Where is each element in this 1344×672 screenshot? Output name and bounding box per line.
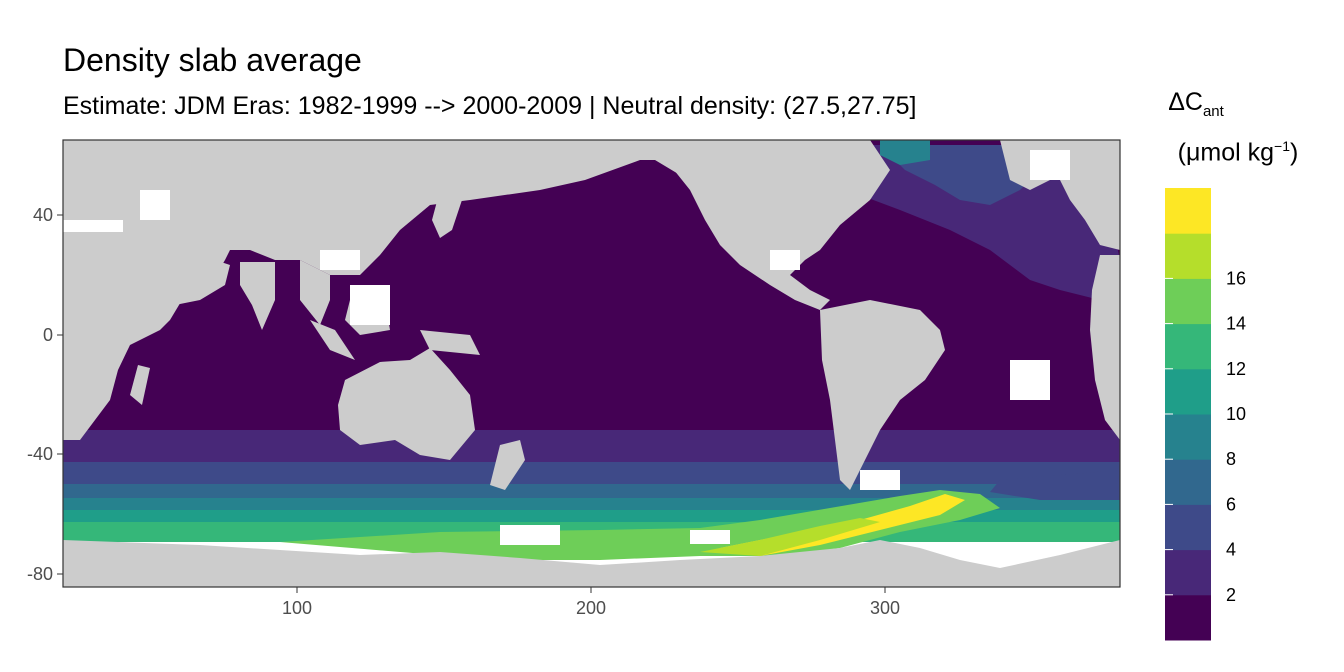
north-atlantic-band — [830, 145, 1120, 300]
legend-tick-label: 6 — [1226, 494, 1236, 514]
no-data-patches — [63, 150, 1070, 545]
land-india — [240, 262, 275, 330]
legend-swatch — [1165, 188, 1211, 234]
green-yellow-edge — [700, 518, 880, 556]
legend-swatch — [1165, 594, 1211, 641]
legend-tick-label: 16 — [1226, 268, 1246, 288]
land-antarctica — [63, 540, 1120, 587]
x-tick-label-100: 100 — [282, 598, 312, 618]
x-axis: 100 200 300 — [282, 587, 900, 618]
land — [63, 140, 1120, 587]
legend-colorbar — [1165, 188, 1211, 641]
legend-swatch — [1165, 368, 1211, 415]
legend-tick-label: 10 — [1226, 404, 1246, 424]
legend-swatch — [1165, 414, 1211, 460]
legend-swatch — [1165, 233, 1211, 279]
legend-tick-label: 4 — [1226, 540, 1236, 560]
x-tick-label-300: 300 — [870, 598, 900, 618]
legend-title: ΔCant — [1168, 88, 1224, 120]
land-se-asia — [300, 260, 330, 325]
legend-swatch — [1165, 278, 1211, 325]
legend-tick-label: 14 — [1226, 314, 1246, 334]
map-panel — [63, 140, 1120, 587]
land-south-america — [820, 300, 945, 490]
legend-tick-label: 12 — [1226, 359, 1246, 379]
legend-unit-prefix: (μmol kg — [1177, 138, 1275, 167]
land-alaska — [650, 140, 710, 175]
legend-swatch — [1165, 504, 1211, 551]
y-tick-label-neg40: -40 — [27, 444, 53, 464]
legend-tick-label: 8 — [1226, 449, 1236, 469]
labrador-teal — [880, 140, 930, 165]
band-4-6 — [63, 462, 1120, 488]
chart-title: Density slab average — [63, 42, 362, 78]
y-tick-label-0: 0 — [43, 325, 53, 345]
y-tick-label-40: 40 — [33, 205, 53, 225]
land-eurasia — [100, 140, 700, 275]
legend-swatch — [1165, 323, 1211, 370]
legend-swatch — [1165, 459, 1211, 505]
x-tick-label-200: 200 — [576, 598, 606, 618]
land-newguinea — [420, 330, 480, 355]
land-arabia — [140, 255, 230, 305]
legend-unit-suffix: ) — [1290, 138, 1299, 167]
legend-title-sub: ant — [1202, 103, 1224, 120]
tongue-purple-blue — [990, 470, 1120, 500]
land-australia — [338, 348, 475, 460]
land-sumatra — [310, 320, 355, 360]
land-nz — [490, 440, 525, 490]
legend-unit: (μmol kg−1) — [1178, 138, 1299, 167]
chart-subtitle: Estimate: JDM Eras: 1982-1999 --> 2000-2… — [63, 92, 917, 120]
legend-title-main: ΔC — [1168, 88, 1203, 116]
band-6-8 — [63, 484, 1120, 500]
legend-swatch — [1165, 549, 1211, 596]
land-west-africa — [1090, 255, 1120, 440]
legend-unit-sup: −1 — [1274, 138, 1291, 154]
y-axis: 40 0 -40 -80 — [27, 205, 63, 584]
legend-tick-label: 2 — [1226, 585, 1236, 605]
legend-labels: 2 4 6 8 10 12 14 16 — [1165, 268, 1246, 605]
y-tick-label-neg80: -80 — [27, 564, 53, 584]
land-north-america — [655, 140, 890, 310]
land-madagascar — [130, 365, 150, 405]
land-japan — [432, 178, 462, 238]
